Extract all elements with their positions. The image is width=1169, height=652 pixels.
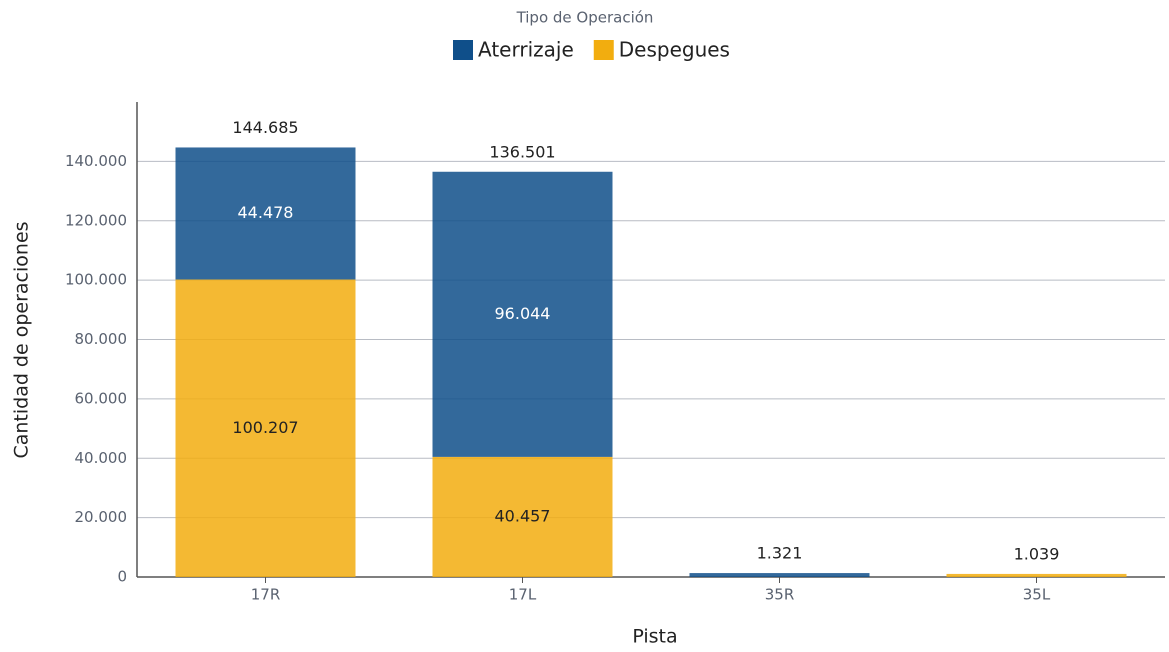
legend-swatch	[593, 40, 614, 60]
y-tick-label: 140.000	[65, 152, 127, 170]
bar-segment	[432, 456, 613, 577]
y-tick-label: 0	[117, 568, 127, 586]
x-tick-label: 35L	[1023, 586, 1051, 604]
y-tick-label: 80.000	[75, 330, 128, 348]
x-tick-label: 17L	[509, 586, 537, 604]
segment-label: 96.044	[495, 304, 551, 323]
legend-swatch	[453, 40, 473, 60]
bar-segment	[175, 147, 356, 280]
legend-title: Tipo de Operación	[516, 9, 654, 27]
segment-label: 44.478	[238, 203, 294, 222]
y-tick-label: 40.000	[75, 449, 128, 467]
y-tick-label: 100.000	[65, 271, 127, 289]
x-tick-label: 35R	[765, 586, 795, 604]
total-label: 1.321	[757, 544, 803, 563]
legend-label: Aterrizaje	[478, 38, 574, 62]
total-label: 1.039	[1014, 544, 1060, 563]
segment-label: 40.457	[495, 506, 551, 525]
legend-label: Despegues	[619, 38, 730, 62]
total-label: 144.685	[232, 118, 298, 137]
bar-segment	[432, 171, 613, 457]
total-label: 136.501	[489, 142, 555, 161]
y-tick-label: 120.000	[65, 211, 127, 229]
bar-segment	[175, 279, 356, 577]
bar-segment	[946, 573, 1127, 577]
y-axis-title: Cantidad de operaciones	[11, 221, 33, 458]
bar-segment	[689, 573, 870, 577]
x-tick-label: 17R	[251, 586, 281, 604]
y-tick-label: 60.000	[75, 389, 128, 407]
x-axis-title: Pista	[632, 626, 677, 648]
segment-label: 100.207	[232, 418, 298, 437]
y-tick-label: 20.000	[75, 508, 128, 526]
